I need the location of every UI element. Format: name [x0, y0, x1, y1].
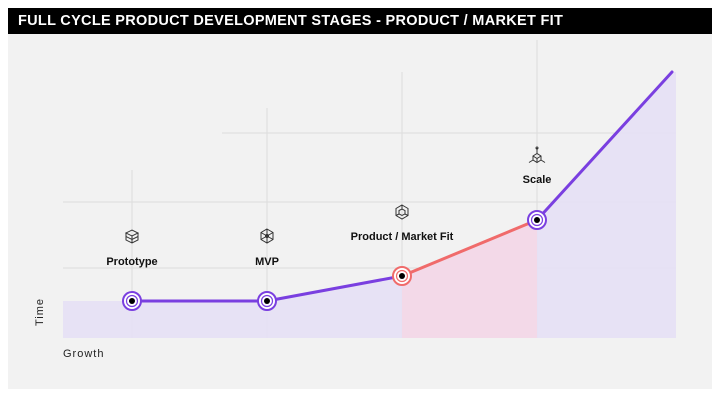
- marker-prototype: [122, 291, 142, 311]
- growth-area-fill: [63, 72, 676, 338]
- pmf-area-fill: [402, 220, 537, 338]
- cube-stack-icon: [124, 229, 140, 244]
- marker-mvp: [257, 291, 277, 311]
- stage-label-mvp: MVP: [255, 256, 279, 268]
- growth-line-pmf: [400, 218, 539, 278]
- stage-label-scale: Scale: [522, 174, 552, 186]
- diagram-title: FULL CYCLE PRODUCT DEVELOPMENT STAGES - …: [18, 13, 564, 29]
- stage-label-prototype: Prototype: [106, 256, 158, 268]
- growth-line-scale: [535, 70, 674, 222]
- cube-network-icon: [260, 228, 274, 244]
- cube-fit-icon: [395, 204, 409, 220]
- stage-label-product-market-fit: Product / Market Fit: [350, 231, 454, 243]
- marker-scale: [527, 210, 547, 230]
- cube-scale-icon: [528, 146, 546, 164]
- title-bar: FULL CYCLE PRODUCT DEVELOPMENT STAGES - …: [8, 8, 712, 34]
- y-axis-label: Time: [34, 297, 46, 326]
- x-axis-label: Growth: [63, 348, 105, 360]
- marker-product-market-fit: [392, 266, 412, 286]
